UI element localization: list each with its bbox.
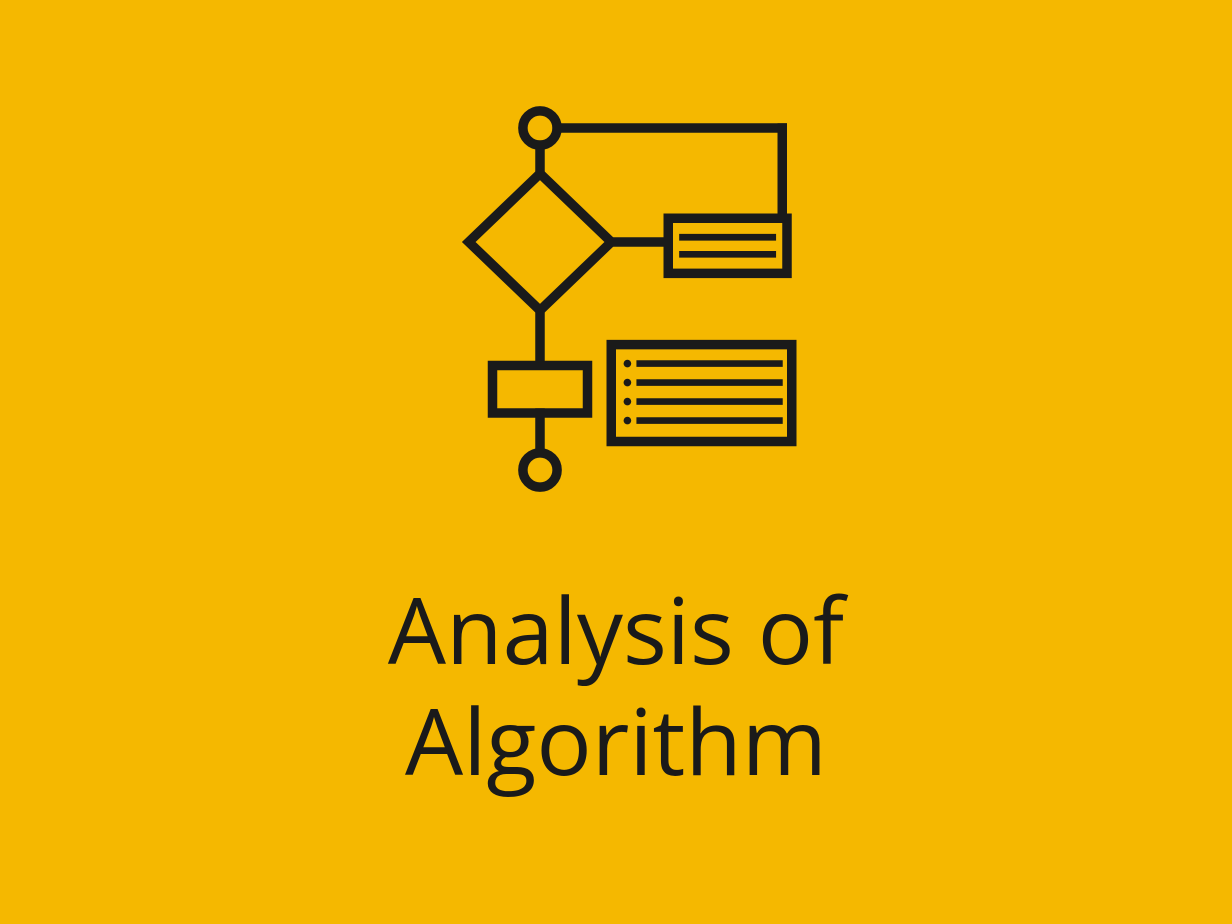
flowchart-icon: [426, 89, 806, 514]
page-title: Analysis of Algorithm: [388, 574, 844, 795]
title-line-1: Analysis of: [388, 574, 844, 684]
title-line-2: Algorithm: [388, 685, 844, 795]
